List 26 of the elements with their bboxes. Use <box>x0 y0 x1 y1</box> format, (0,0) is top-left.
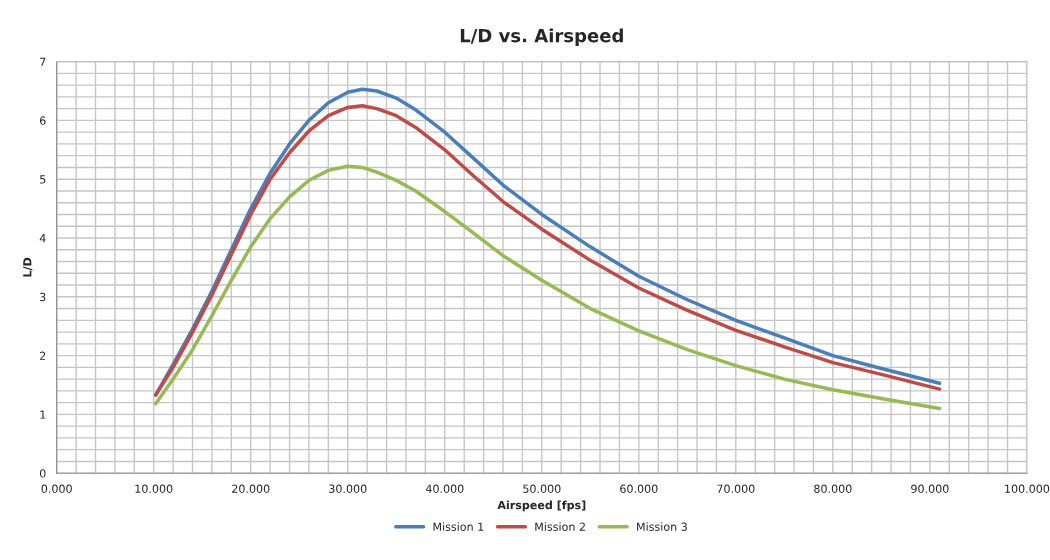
y-tick-label: 7 <box>40 57 46 66</box>
x-axis-title: Airspeed [fps] <box>497 500 586 512</box>
legend-label: Mission 3 <box>637 522 687 531</box>
x-tick-label: 60.000 <box>620 484 658 493</box>
x-tick-label: 80.000 <box>814 484 852 493</box>
legend-label: Mission 1 <box>433 522 484 531</box>
chart-title: L/D vs. Airspeed <box>460 28 623 46</box>
y-tick-label: 4 <box>39 234 46 243</box>
x-tick-label: 10.000 <box>135 484 173 493</box>
x-tick-label: 90.000 <box>911 484 949 493</box>
x-tick-label: 0.000 <box>41 484 72 493</box>
y-tick-label: 2 <box>40 351 46 360</box>
x-tick-label: 50.000 <box>523 484 561 493</box>
x-tick-label: 70.000 <box>717 484 755 493</box>
line-series <box>153 164 942 411</box>
y-tick-label: 0 <box>39 469 46 478</box>
y-tick-label: 1 <box>40 410 46 419</box>
x-tick-label: 100.000 <box>1005 484 1050 493</box>
x-tick-label: 30.000 <box>329 484 367 493</box>
x-tick-label: 40.000 <box>425 484 464 493</box>
y-axis-title: L/D <box>23 257 33 277</box>
x-tick-label: 20.000 <box>232 484 270 493</box>
y-tick-label: 3 <box>40 292 46 302</box>
y-tick-label: 6 <box>39 116 46 125</box>
legend-label: Mission 2 <box>535 522 585 531</box>
y-tick-label: 5 <box>40 175 46 184</box>
